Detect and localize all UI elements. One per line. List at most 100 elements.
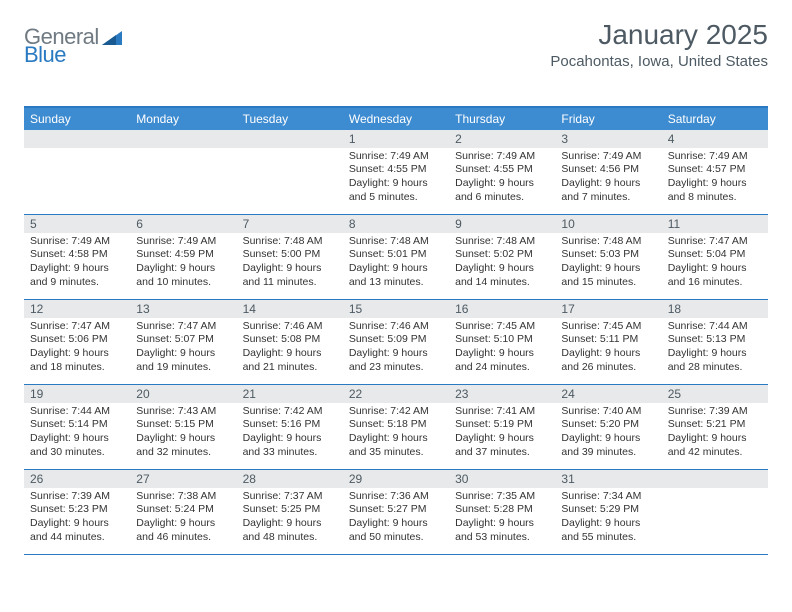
header: General January 2025 Pocahontas, Iowa, U… bbox=[24, 20, 768, 70]
day-text: Sunrise: 7:38 AMSunset: 5:24 PMDaylight:… bbox=[130, 488, 236, 549]
day-text: Sunrise: 7:49 AMSunset: 4:55 PMDaylight:… bbox=[343, 148, 449, 209]
day-number: 5 bbox=[24, 215, 130, 233]
day-cell bbox=[24, 130, 130, 214]
day-text: Sunrise: 7:34 AMSunset: 5:29 PMDaylight:… bbox=[555, 488, 661, 549]
day-number: 4 bbox=[662, 130, 768, 148]
day-text: Sunrise: 7:46 AMSunset: 5:08 PMDaylight:… bbox=[237, 318, 343, 379]
day-number: 19 bbox=[24, 385, 130, 403]
week-row: 26Sunrise: 7:39 AMSunset: 5:23 PMDayligh… bbox=[24, 470, 768, 555]
dow-header: Thursday bbox=[449, 108, 555, 130]
day-number: 2 bbox=[449, 130, 555, 148]
day-text: Sunrise: 7:44 AMSunset: 5:13 PMDaylight:… bbox=[662, 318, 768, 379]
day-text: Sunrise: 7:49 AMSunset: 4:56 PMDaylight:… bbox=[555, 148, 661, 209]
day-number: 1 bbox=[343, 130, 449, 148]
day-text: Sunrise: 7:41 AMSunset: 5:19 PMDaylight:… bbox=[449, 403, 555, 464]
day-number: 20 bbox=[130, 385, 236, 403]
logo-line2: Blue bbox=[24, 42, 66, 68]
day-text: Sunrise: 7:35 AMSunset: 5:28 PMDaylight:… bbox=[449, 488, 555, 549]
day-text: Sunrise: 7:40 AMSunset: 5:20 PMDaylight:… bbox=[555, 403, 661, 464]
dow-header: Sunday bbox=[24, 108, 130, 130]
day-text: Sunrise: 7:48 AMSunset: 5:01 PMDaylight:… bbox=[343, 233, 449, 294]
day-cell bbox=[130, 130, 236, 214]
month-title: January 2025 bbox=[550, 20, 768, 51]
day-text: Sunrise: 7:47 AMSunset: 5:04 PMDaylight:… bbox=[662, 233, 768, 294]
day-cell: 15Sunrise: 7:46 AMSunset: 5:09 PMDayligh… bbox=[343, 300, 449, 384]
calendar-page: General January 2025 Pocahontas, Iowa, U… bbox=[0, 0, 792, 612]
day-text: Sunrise: 7:39 AMSunset: 5:23 PMDaylight:… bbox=[24, 488, 130, 549]
day-number bbox=[237, 130, 343, 148]
day-text: Sunrise: 7:45 AMSunset: 5:11 PMDaylight:… bbox=[555, 318, 661, 379]
day-number: 25 bbox=[662, 385, 768, 403]
day-text: Sunrise: 7:39 AMSunset: 5:21 PMDaylight:… bbox=[662, 403, 768, 464]
day-cell: 24Sunrise: 7:40 AMSunset: 5:20 PMDayligh… bbox=[555, 385, 661, 469]
day-number: 11 bbox=[662, 215, 768, 233]
day-number: 8 bbox=[343, 215, 449, 233]
day-cell: 9Sunrise: 7:48 AMSunset: 5:02 PMDaylight… bbox=[449, 215, 555, 299]
title-block: January 2025 Pocahontas, Iowa, United St… bbox=[550, 20, 768, 70]
day-number: 31 bbox=[555, 470, 661, 488]
day-cell: 21Sunrise: 7:42 AMSunset: 5:16 PMDayligh… bbox=[237, 385, 343, 469]
day-cell: 14Sunrise: 7:46 AMSunset: 5:08 PMDayligh… bbox=[237, 300, 343, 384]
dow-header: Monday bbox=[130, 108, 236, 130]
day-text: Sunrise: 7:47 AMSunset: 5:07 PMDaylight:… bbox=[130, 318, 236, 379]
day-cell: 31Sunrise: 7:34 AMSunset: 5:29 PMDayligh… bbox=[555, 470, 661, 554]
day-text: Sunrise: 7:49 AMSunset: 4:57 PMDaylight:… bbox=[662, 148, 768, 209]
week-row: 1Sunrise: 7:49 AMSunset: 4:55 PMDaylight… bbox=[24, 130, 768, 215]
day-text bbox=[130, 148, 236, 208]
day-number: 21 bbox=[237, 385, 343, 403]
day-cell: 20Sunrise: 7:43 AMSunset: 5:15 PMDayligh… bbox=[130, 385, 236, 469]
day-number bbox=[662, 470, 768, 488]
day-text: Sunrise: 7:46 AMSunset: 5:09 PMDaylight:… bbox=[343, 318, 449, 379]
day-number bbox=[130, 130, 236, 148]
day-text: Sunrise: 7:48 AMSunset: 5:02 PMDaylight:… bbox=[449, 233, 555, 294]
day-cell: 25Sunrise: 7:39 AMSunset: 5:21 PMDayligh… bbox=[662, 385, 768, 469]
week-row: 5Sunrise: 7:49 AMSunset: 4:58 PMDaylight… bbox=[24, 215, 768, 300]
day-cell: 16Sunrise: 7:45 AMSunset: 5:10 PMDayligh… bbox=[449, 300, 555, 384]
day-cell: 6Sunrise: 7:49 AMSunset: 4:59 PMDaylight… bbox=[130, 215, 236, 299]
day-number: 10 bbox=[555, 215, 661, 233]
day-cell bbox=[237, 130, 343, 214]
day-number: 3 bbox=[555, 130, 661, 148]
day-cell bbox=[662, 470, 768, 554]
day-text: Sunrise: 7:49 AMSunset: 4:58 PMDaylight:… bbox=[24, 233, 130, 294]
day-cell: 18Sunrise: 7:44 AMSunset: 5:13 PMDayligh… bbox=[662, 300, 768, 384]
logo-text-2: Blue bbox=[24, 42, 66, 67]
day-number: 14 bbox=[237, 300, 343, 318]
day-cell: 10Sunrise: 7:48 AMSunset: 5:03 PMDayligh… bbox=[555, 215, 661, 299]
day-number: 6 bbox=[130, 215, 236, 233]
day-cell: 13Sunrise: 7:47 AMSunset: 5:07 PMDayligh… bbox=[130, 300, 236, 384]
day-number: 13 bbox=[130, 300, 236, 318]
day-number: 16 bbox=[449, 300, 555, 318]
day-number: 12 bbox=[24, 300, 130, 318]
day-cell: 2Sunrise: 7:49 AMSunset: 4:55 PMDaylight… bbox=[449, 130, 555, 214]
day-number: 30 bbox=[449, 470, 555, 488]
day-text bbox=[662, 488, 768, 548]
day-text: Sunrise: 7:36 AMSunset: 5:27 PMDaylight:… bbox=[343, 488, 449, 549]
day-cell: 26Sunrise: 7:39 AMSunset: 5:23 PMDayligh… bbox=[24, 470, 130, 554]
logo-triangle-icon bbox=[102, 29, 122, 45]
day-number: 26 bbox=[24, 470, 130, 488]
day-cell: 5Sunrise: 7:49 AMSunset: 4:58 PMDaylight… bbox=[24, 215, 130, 299]
day-number: 15 bbox=[343, 300, 449, 318]
day-text bbox=[237, 148, 343, 208]
day-cell: 27Sunrise: 7:38 AMSunset: 5:24 PMDayligh… bbox=[130, 470, 236, 554]
location: Pocahontas, Iowa, United States bbox=[550, 53, 768, 70]
day-cell: 12Sunrise: 7:47 AMSunset: 5:06 PMDayligh… bbox=[24, 300, 130, 384]
day-cell: 3Sunrise: 7:49 AMSunset: 4:56 PMDaylight… bbox=[555, 130, 661, 214]
day-number: 23 bbox=[449, 385, 555, 403]
day-cell: 8Sunrise: 7:48 AMSunset: 5:01 PMDaylight… bbox=[343, 215, 449, 299]
day-number bbox=[24, 130, 130, 148]
day-text: Sunrise: 7:42 AMSunset: 5:16 PMDaylight:… bbox=[237, 403, 343, 464]
day-text: Sunrise: 7:48 AMSunset: 5:00 PMDaylight:… bbox=[237, 233, 343, 294]
day-number: 17 bbox=[555, 300, 661, 318]
day-text: Sunrise: 7:49 AMSunset: 4:59 PMDaylight:… bbox=[130, 233, 236, 294]
day-cell: 17Sunrise: 7:45 AMSunset: 5:11 PMDayligh… bbox=[555, 300, 661, 384]
day-cell: 22Sunrise: 7:42 AMSunset: 5:18 PMDayligh… bbox=[343, 385, 449, 469]
day-text: Sunrise: 7:48 AMSunset: 5:03 PMDaylight:… bbox=[555, 233, 661, 294]
day-number: 9 bbox=[449, 215, 555, 233]
day-cell: 30Sunrise: 7:35 AMSunset: 5:28 PMDayligh… bbox=[449, 470, 555, 554]
calendar: SundayMondayTuesdayWednesdayThursdayFrid… bbox=[24, 106, 768, 555]
day-cell: 23Sunrise: 7:41 AMSunset: 5:19 PMDayligh… bbox=[449, 385, 555, 469]
week-row: 19Sunrise: 7:44 AMSunset: 5:14 PMDayligh… bbox=[24, 385, 768, 470]
dow-header: Wednesday bbox=[343, 108, 449, 130]
